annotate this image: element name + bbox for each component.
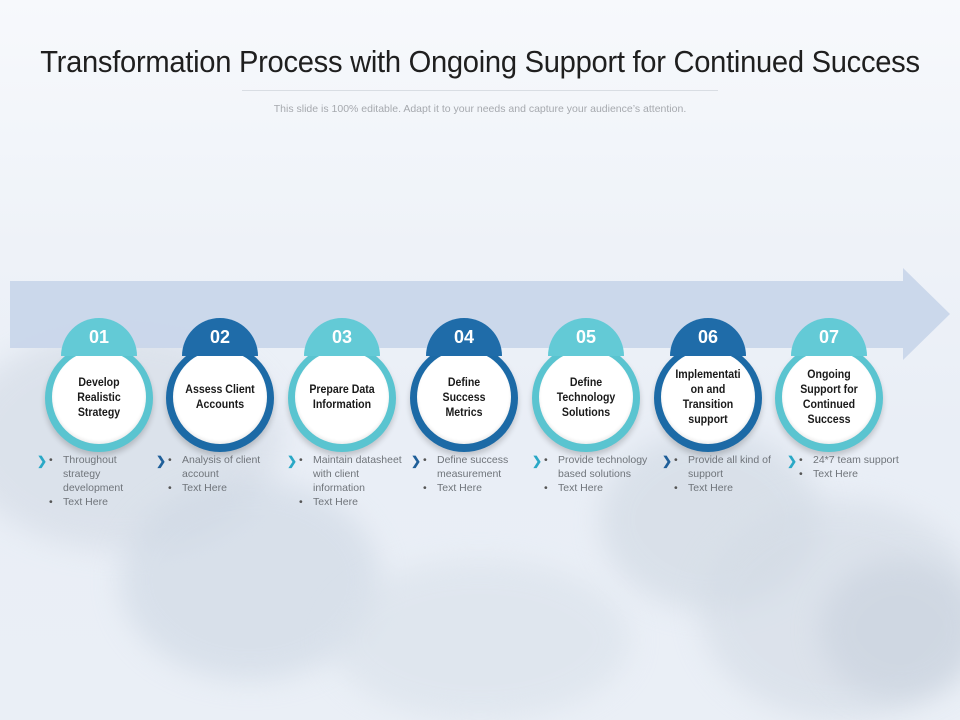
- step-number: 06: [670, 318, 746, 356]
- step-disc: [417, 350, 511, 444]
- bullet-item: Provide all kind of support: [674, 453, 780, 481]
- step-number: 07: [791, 318, 867, 356]
- bullet-item: Text Here: [799, 467, 905, 481]
- step-label: Define Technology Solutions: [556, 376, 616, 419]
- bullet-item: 24*7 team support: [799, 453, 905, 467]
- step-disc: [52, 350, 146, 444]
- chevron-right-icon: ❯: [156, 454, 167, 468]
- chevron-right-icon: ❯: [287, 454, 298, 468]
- bullet-item: Text Here: [544, 481, 650, 495]
- step-disc: [782, 350, 876, 444]
- bullet-item: Text Here: [49, 495, 155, 509]
- step-02-bullets: ❯Analysis of client accountText Here: [156, 453, 274, 495]
- step-05: 05 Define Technology Solutions: [530, 318, 642, 452]
- step-01: 01 Develop Realistic Strategy: [43, 318, 155, 452]
- step-07: 07 Ongoing Support for Continued Success: [773, 318, 885, 452]
- step-number: 01: [61, 318, 137, 356]
- bullet-item: Throughout strategy development: [49, 453, 155, 495]
- step-07-bullets: ❯24*7 team supportText Here: [787, 453, 905, 481]
- bullet-item: Text Here: [299, 495, 405, 509]
- step-number: 04: [426, 318, 502, 356]
- step-06-bullets: ❯Provide all kind of supportText Here: [662, 453, 780, 495]
- step-02: 02 Assess Client Accounts: [164, 318, 276, 452]
- step-label: Define Success Metrics: [442, 376, 486, 419]
- step-06: 06 Implementati on and Transition support: [652, 318, 764, 452]
- step-03-bullets: ❯Maintain datasheet with client informat…: [287, 453, 405, 509]
- step-number: 02: [182, 318, 258, 356]
- bullet-item: Provide technology based solutions: [544, 453, 650, 481]
- chevron-right-icon: ❯: [532, 454, 543, 468]
- bullet-item: Analysis of client account: [168, 453, 274, 481]
- step-number: 03: [304, 318, 380, 356]
- step-label: Assess Client Accounts: [185, 384, 255, 411]
- subtitle: This slide is 100% editable. Adapt it to…: [273, 103, 687, 115]
- step-disc: [661, 350, 755, 444]
- bullet-item: Define success measurement: [423, 453, 529, 481]
- step-label: Prepare Data Information: [309, 384, 375, 411]
- step-03: 03 Prepare Data Information: [286, 318, 398, 452]
- chevron-right-icon: ❯: [787, 454, 798, 468]
- step-number: 05: [548, 318, 624, 356]
- step-label: Develop Realistic Strategy: [77, 376, 121, 419]
- bullet-item: Text Here: [423, 481, 529, 495]
- bullet-item: Text Here: [674, 481, 780, 495]
- bullet-item: Text Here: [168, 481, 274, 495]
- step-disc: [173, 350, 267, 444]
- step-label: Ongoing Support for Continued Success: [800, 369, 858, 426]
- step-04-bullets: ❯Define success measurementText Here: [411, 453, 529, 495]
- step-01-bullets: ❯Throughout strategy developmentText Her…: [37, 453, 155, 509]
- title-divider: [242, 90, 718, 91]
- bullet-item: Maintain datasheet with client informati…: [299, 453, 405, 495]
- page-title: Transformation Process with Ongoing Supp…: [40, 44, 920, 79]
- step-05-bullets: ❯Provide technology based solutionsText …: [532, 453, 650, 495]
- step-label: Implementati on and Transition support: [675, 369, 741, 426]
- chevron-right-icon: ❯: [37, 454, 48, 468]
- chevron-right-icon: ❯: [411, 454, 422, 468]
- chevron-right-icon: ❯: [662, 454, 673, 468]
- step-04: 04 Define Success Metrics: [408, 318, 520, 452]
- step-disc: [295, 350, 389, 444]
- step-disc: [539, 350, 633, 444]
